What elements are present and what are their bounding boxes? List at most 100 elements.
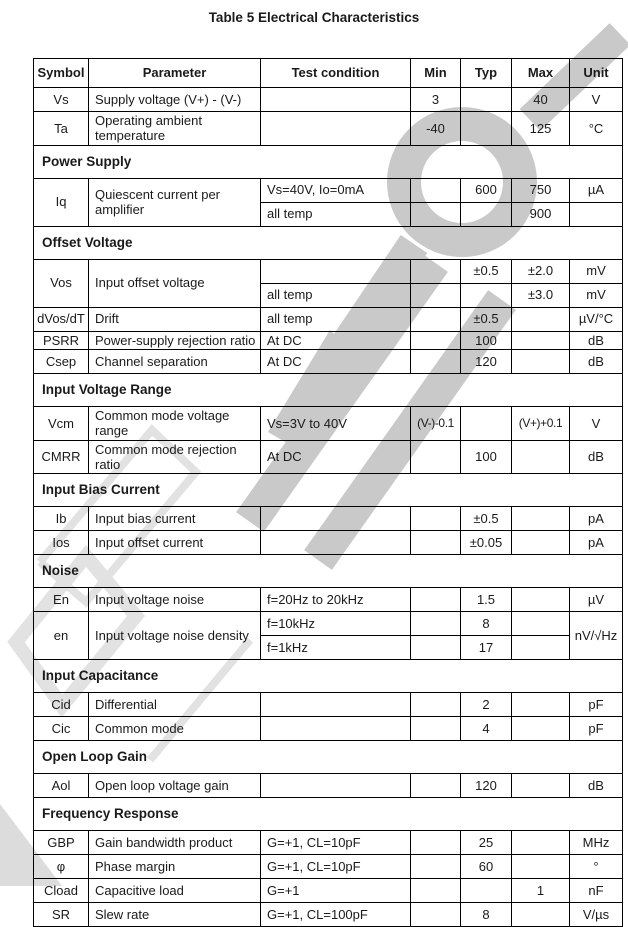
table-cell: Vcm (33, 405, 89, 441)
table-cell: Drift (88, 306, 261, 332)
table-row: f=1kHz 17 (34, 635, 623, 661)
table-cell (410, 716, 461, 742)
table-cell: Input voltage noise density (88, 611, 261, 661)
table-cell: SR (33, 902, 89, 927)
table-cell: At DC (260, 330, 411, 350)
table-cell: 1 (511, 878, 570, 904)
table-cell (410, 773, 461, 799)
table-cell: Quiescent current per amplifier (88, 177, 261, 227)
page-title: Table 5 Electrical Characteristics (208, 10, 420, 25)
table-body: Vs Supply voltage (V+) - (V-) 3 40 V Ta Operat… (33, 87, 623, 927)
table-cell (410, 177, 461, 203)
table-cell: Differential (88, 692, 261, 718)
table-cell: Input voltage noise (88, 587, 261, 613)
table-row: Aol Open loop voltage gain 120 dB (33, 773, 623, 799)
table-cell: pF (569, 692, 623, 718)
table-cell (260, 258, 411, 284)
table-cell (260, 530, 411, 556)
table-cell (460, 405, 512, 441)
table-cell (410, 530, 461, 556)
table-cell: f=10kHz (260, 611, 411, 637)
table-row: Iq Quiescent current per amplifier Vs=40V,… (33, 177, 623, 227)
table-cell: pA (569, 506, 623, 532)
table-cell: nF (569, 878, 623, 904)
table-row: Ios Input offset current ±0.05 pA (33, 530, 623, 556)
section-label: Noise (33, 554, 623, 589)
table-cell (410, 587, 461, 613)
table-cell: 100 (460, 439, 512, 475)
table-cell: En (33, 587, 89, 613)
table-cell: °C (569, 111, 623, 146)
section-row: Input Bias Current (33, 473, 623, 508)
table-row: Ta Operating ambient temperature -40 125 °C (33, 111, 623, 146)
table-cell: PSRR (33, 330, 89, 350)
table-cell (410, 692, 461, 718)
table-row: Ib Input bias current ±0.5 pA (33, 506, 623, 532)
table-cell: 3 (410, 87, 461, 112)
table-row: en Input voltage noise density f=10kHz 8 nV/… (33, 611, 623, 661)
table-row: dVos/dT Drift all temp ±0.5 µV/°C (33, 306, 623, 332)
table-cell (511, 830, 570, 856)
table-cell: Vs=40V, Io=0mA (260, 177, 411, 203)
header-row: Symbol Parameter Test condition Min Typ Max Un… (33, 58, 623, 88)
table-cell (460, 282, 512, 308)
table-cell: 4 (460, 716, 512, 742)
table-cell: 120 (460, 773, 512, 799)
table-cell: -40 (410, 111, 461, 146)
column-header: Test condition (260, 58, 411, 88)
section-label: Open Loop Gain (33, 740, 623, 775)
table-cell: Common mode rejection ratio (88, 439, 261, 475)
table-cell (511, 692, 570, 718)
section-label: Input Capacitance (33, 659, 623, 694)
table-cell: V (569, 405, 623, 441)
table-cell: Input offset current (88, 530, 261, 556)
table-cell: 2 (460, 692, 512, 718)
table-cell (410, 635, 461, 661)
table-cell (260, 111, 411, 146)
table-cell: Capacitive load (88, 878, 261, 904)
column-header: Max (511, 58, 570, 88)
table-row: Vcm Common mode voltage range Vs=3V to 40V… (33, 405, 623, 441)
section-row: Power Supply (33, 144, 623, 179)
table-cell (410, 611, 461, 637)
table-cell: (V+)+0.1 (511, 405, 570, 441)
column-header: Unit (569, 58, 623, 88)
table-cell: ±3.0 (511, 282, 570, 308)
table-cell: dB (569, 773, 623, 799)
table-cell: 8 (460, 611, 512, 637)
table-cell (410, 348, 461, 374)
table-cell (511, 611, 570, 637)
table-cell (511, 439, 570, 475)
table-cell: ±0.5 (460, 258, 512, 284)
table-cell: 1.5 (460, 587, 512, 613)
table-cell: Cid (33, 692, 89, 718)
table-cell: en (33, 611, 89, 661)
table-cell (410, 282, 461, 308)
table-cell (410, 854, 461, 880)
section-row: Open Loop Gain (33, 740, 623, 775)
table-row: Csep Channel separation At DC 120 dB (33, 348, 623, 374)
table-row: PSRR Power-supply rejection ratio At DC 100… (33, 330, 623, 350)
table-cell: 900 (511, 201, 570, 227)
table-cell: Cload (33, 878, 89, 904)
table-cell: Phase margin (88, 854, 261, 880)
table-cell (511, 306, 570, 332)
section-row: Input Voltage Range (33, 372, 623, 407)
column-header: Min (410, 58, 461, 88)
table-cell: G=+1 (260, 878, 411, 904)
table-cell: φ (33, 854, 89, 880)
table-row: Cid Differential 2 pF (33, 692, 623, 718)
table-cell: dB (569, 439, 623, 475)
table-cell: all temp (260, 282, 411, 308)
table-cell (410, 306, 461, 332)
table-cell (511, 506, 570, 532)
table-cell: µV (569, 587, 623, 613)
table-cell: µV/°C (569, 306, 623, 332)
column-header: Typ (460, 58, 512, 88)
table-cell (260, 773, 411, 799)
table-cell (260, 87, 411, 112)
section-label: Frequency Response (33, 797, 623, 832)
table-cell (511, 902, 570, 927)
table-cell: At DC (260, 348, 411, 374)
table-cell: pA (569, 530, 623, 556)
